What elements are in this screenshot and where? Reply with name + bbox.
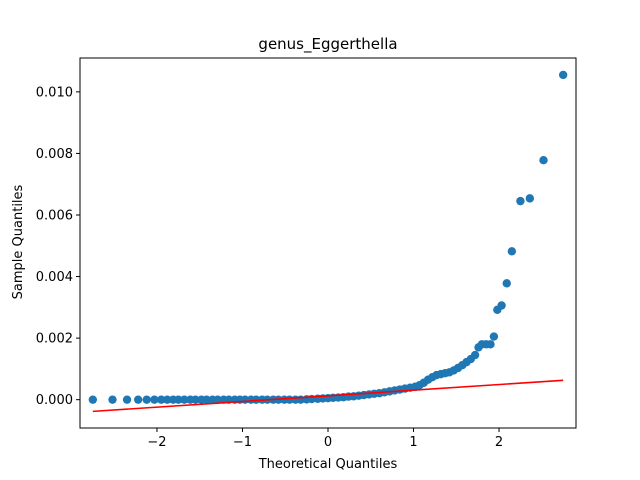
- data-point: [525, 194, 535, 203]
- x-tick-label: −1: [233, 435, 252, 450]
- y-tick-label: 0.004: [36, 270, 73, 285]
- data-point: [489, 332, 499, 341]
- x-tick-label: 0: [324, 435, 332, 450]
- data-point: [516, 196, 525, 206]
- data-point: [157, 395, 166, 404]
- data-point: [539, 155, 548, 165]
- y-axis-label: Sample Quantiles: [11, 184, 26, 299]
- data-point: [213, 395, 222, 404]
- x-axis-label: Theoretical Quantiles: [258, 457, 398, 472]
- data-point: [122, 395, 132, 404]
- axes: −2 −1 0 1 2 0.000 0.002 0.004 0.006 0.008 0.010: [36, 57, 577, 450]
- data-point: [163, 395, 172, 404]
- y-tick-label: 0.010: [36, 85, 73, 100]
- x-tick-label: 1: [409, 435, 417, 450]
- data-point: [507, 247, 517, 256]
- data-point: [470, 350, 480, 360]
- data-point: [497, 301, 506, 310]
- y-tick-label: 0.000: [36, 393, 73, 408]
- data-point: [108, 395, 117, 404]
- data-point: [251, 395, 261, 404]
- data-point: [486, 340, 495, 349]
- y-tick-label: 0.006: [36, 208, 73, 223]
- data-point: [191, 395, 200, 404]
- data-point: [502, 279, 511, 288]
- data-point: [142, 395, 151, 404]
- data-point: [133, 395, 143, 404]
- chart-title: genus_Eggerthella: [258, 35, 397, 54]
- data-point: [150, 395, 159, 404]
- x-tick-label: −2: [147, 435, 166, 450]
- y-tick-label: 0.002: [36, 332, 73, 347]
- data-point: [180, 395, 189, 404]
- data-point: [202, 395, 211, 404]
- data-point: [558, 70, 568, 80]
- data-point: [88, 395, 98, 404]
- reference-line: [92, 379, 564, 413]
- x-tick-label: 2: [495, 435, 503, 450]
- plot-area: [88, 70, 568, 413]
- y-tick-label: 0.008: [36, 147, 73, 162]
- data-point: [174, 395, 183, 404]
